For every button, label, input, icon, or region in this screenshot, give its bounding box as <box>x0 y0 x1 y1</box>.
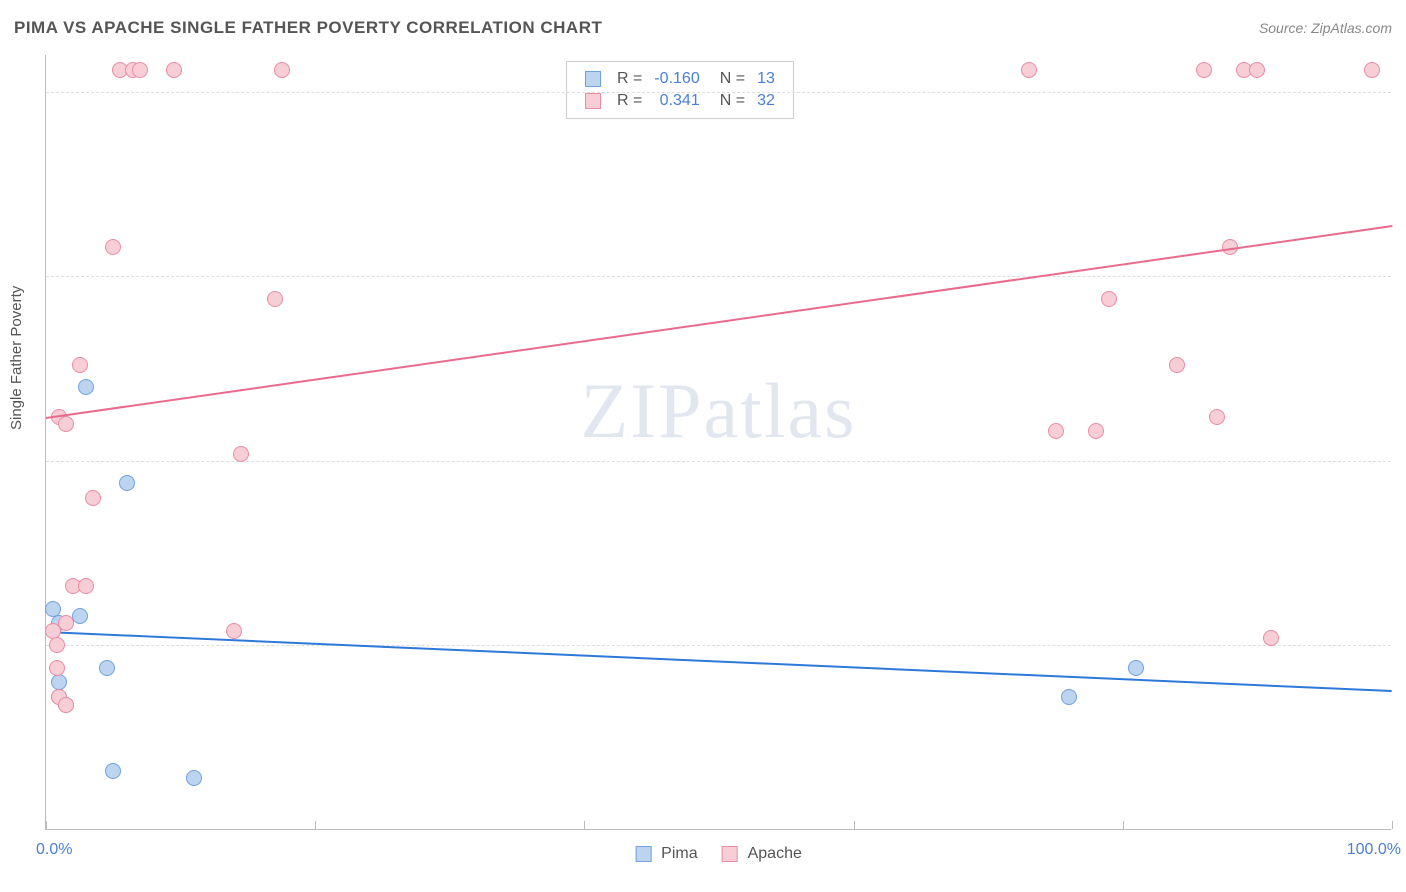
data-point-pima <box>119 475 135 491</box>
data-point-apache <box>1209 409 1225 425</box>
legend-swatch-pima <box>585 71 601 87</box>
gridline-h <box>46 276 1391 277</box>
data-point-pima <box>1061 689 1077 705</box>
legend-stats-box: R = -0.160 N = 13 R = 0.341 N = 32 <box>566 61 794 119</box>
data-point-pima <box>105 763 121 779</box>
legend-bottom-swatch-pima <box>635 846 651 862</box>
data-point-apache <box>226 623 242 639</box>
data-point-apache <box>49 660 65 676</box>
data-point-apache <box>1364 62 1380 78</box>
apache-n-value: 32 <box>751 90 781 112</box>
x-tick-label: 0.0% <box>36 841 72 859</box>
source-label: Source: ZipAtlas.com <box>1259 20 1392 36</box>
gridline-h <box>46 645 1391 646</box>
chart-container: PIMA VS APACHE SINGLE FATHER POVERTY COR… <box>0 0 1406 892</box>
legend-swatch-apache <box>585 93 601 109</box>
chart-title: PIMA VS APACHE SINGLE FATHER POVERTY COR… <box>14 18 602 38</box>
plot-area: ZIPatlas R = -0.160 N = 13 R = 0.341 N =… <box>45 55 1391 830</box>
gridline-h <box>46 92 1391 93</box>
legend-row-apache: R = 0.341 N = 32 <box>579 90 781 112</box>
data-point-pima <box>1128 660 1144 676</box>
y-axis-label: Single Father Poverty <box>8 286 25 430</box>
data-point-pima <box>78 379 94 395</box>
pima-r-value: -0.160 <box>648 68 705 90</box>
data-point-apache <box>58 615 74 631</box>
data-point-apache <box>78 578 94 594</box>
data-point-pima <box>45 601 61 617</box>
data-point-apache <box>58 416 74 432</box>
data-point-pima <box>186 770 202 786</box>
data-point-apache <box>1088 423 1104 439</box>
data-point-apache <box>233 446 249 462</box>
data-point-apache <box>166 62 182 78</box>
watermark: ZIPatlas <box>581 366 857 456</box>
data-point-apache <box>1169 357 1185 373</box>
data-point-apache <box>58 697 74 713</box>
x-tick <box>1392 821 1393 829</box>
data-point-pima <box>99 660 115 676</box>
legend-row-pima: R = -0.160 N = 13 <box>579 68 781 90</box>
x-tick-label: 100.0% <box>1347 841 1401 859</box>
legend-bottom-swatch-apache <box>722 846 738 862</box>
data-point-apache <box>267 291 283 307</box>
data-point-apache <box>132 62 148 78</box>
x-tick <box>46 821 47 829</box>
legend-bottom-item-apache: Apache <box>722 845 802 863</box>
apache-r-value: 0.341 <box>648 90 705 112</box>
data-point-apache <box>49 637 65 653</box>
legend-bottom: Pima Apache <box>635 845 802 863</box>
trend-line-pima <box>46 631 1392 692</box>
data-point-apache <box>1249 62 1265 78</box>
data-point-pima <box>51 674 67 690</box>
trend-line-apache <box>46 225 1392 419</box>
data-point-apache <box>1021 62 1037 78</box>
data-point-apache <box>1048 423 1064 439</box>
data-point-apache <box>105 239 121 255</box>
legend-stats-table: R = -0.160 N = 13 R = 0.341 N = 32 <box>579 68 781 112</box>
legend-bottom-label-apache: Apache <box>748 845 802 863</box>
pima-n-value: 13 <box>751 68 781 90</box>
x-tick <box>315 821 316 829</box>
data-point-apache <box>85 490 101 506</box>
data-point-apache <box>1101 291 1117 307</box>
x-tick <box>584 821 585 829</box>
data-point-apache <box>274 62 290 78</box>
gridline-h <box>46 461 1391 462</box>
data-point-apache <box>72 357 88 373</box>
x-tick <box>1123 821 1124 829</box>
title-bar: PIMA VS APACHE SINGLE FATHER POVERTY COR… <box>14 18 1392 38</box>
legend-bottom-label-pima: Pima <box>661 845 697 863</box>
data-point-apache <box>1263 630 1279 646</box>
legend-bottom-item-pima: Pima <box>635 845 697 863</box>
x-tick <box>854 821 855 829</box>
data-point-apache <box>1196 62 1212 78</box>
